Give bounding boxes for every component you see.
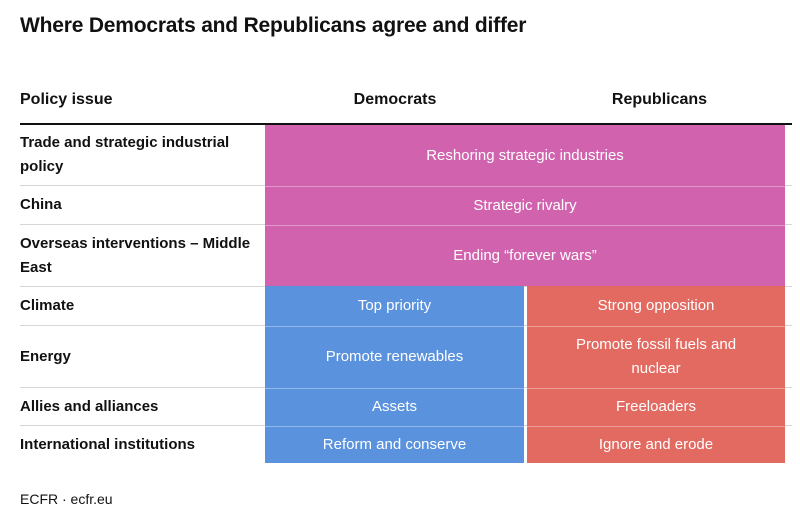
chart-title: Where Democrats and Republicans agree an… (20, 14, 527, 37)
dem-divider (265, 426, 524, 427)
issue-trade: Trade and strategic industrial policy (20, 133, 230, 175)
dem-divider (265, 326, 524, 327)
header-policy-issue: Policy issue (20, 91, 113, 108)
shared-divider (265, 225, 785, 226)
rep-divider (527, 388, 785, 389)
dem-cell-allies: Assets (265, 388, 524, 426)
issue-allies: Allies and alliances (20, 398, 159, 415)
shared-cell-trade: Reshoring strategic industries (265, 125, 785, 186)
dem-cell-institutions: Reform and conserve (265, 426, 524, 463)
issue-middle-east: Overseas interventions – Middle East (20, 234, 251, 276)
dem-cell-energy: Promote renewables (265, 326, 524, 388)
issue-climate: Climate (20, 297, 75, 314)
rep-divider (527, 326, 785, 327)
shared-cell-china: Strategic rivalry (265, 186, 785, 225)
rep-cell-institutions: Ignore and erode (527, 426, 785, 463)
shared-divider (265, 186, 785, 187)
dem-cell-climate: Top priority (265, 286, 524, 326)
shared-cell-middle-east: Ending “forever wars” (265, 225, 785, 286)
rep-cell-climate: Strong opposition (527, 286, 785, 326)
rep-cell-allies: Freeloaders (527, 388, 785, 426)
issue-energy: Energy (20, 347, 71, 365)
header-republicans: Republicans (611, 91, 708, 108)
source-credit: ECFR · ecfr.eu (20, 491, 113, 507)
issue-institutions: International institutions (20, 435, 195, 453)
rep-divider (527, 426, 785, 427)
rep-cell-energy: Promote fossil fuels and nuclear (527, 326, 785, 388)
issue-china: China (20, 196, 62, 213)
header-rule (20, 123, 792, 125)
header-democrats: Democrats (353, 91, 437, 108)
dem-divider (265, 388, 524, 389)
